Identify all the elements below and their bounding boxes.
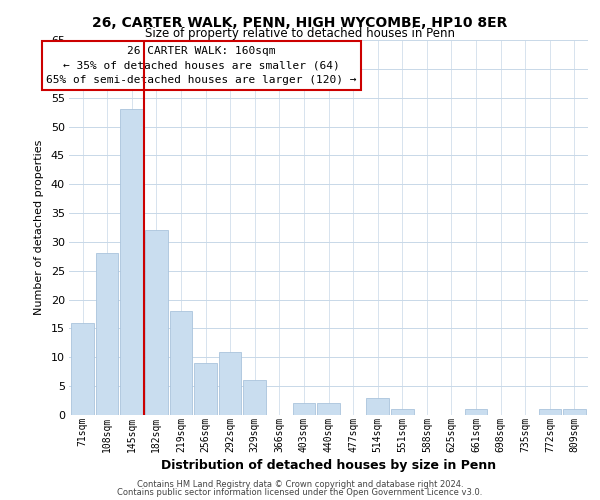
Bar [367, 398, 389, 415]
Bar [96, 254, 118, 415]
Bar [244, 380, 266, 415]
Bar [317, 404, 340, 415]
Bar [563, 409, 586, 415]
Bar [465, 409, 487, 415]
Bar [219, 352, 241, 415]
Text: 26, CARTER WALK, PENN, HIGH WYCOMBE, HP10 8ER: 26, CARTER WALK, PENN, HIGH WYCOMBE, HP1… [92, 16, 508, 30]
Text: Size of property relative to detached houses in Penn: Size of property relative to detached ho… [145, 28, 455, 40]
X-axis label: Distribution of detached houses by size in Penn: Distribution of detached houses by size … [161, 458, 496, 471]
Text: Contains HM Land Registry data © Crown copyright and database right 2024.: Contains HM Land Registry data © Crown c… [137, 480, 463, 489]
Y-axis label: Number of detached properties: Number of detached properties [34, 140, 44, 315]
Bar [194, 363, 217, 415]
Bar [391, 409, 413, 415]
Bar [293, 404, 315, 415]
Text: 26 CARTER WALK: 160sqm
← 35% of detached houses are smaller (64)
65% of semi-det: 26 CARTER WALK: 160sqm ← 35% of detached… [46, 46, 356, 85]
Bar [121, 109, 143, 415]
Bar [71, 322, 94, 415]
Text: Contains public sector information licensed under the Open Government Licence v3: Contains public sector information licen… [118, 488, 482, 497]
Bar [145, 230, 167, 415]
Bar [170, 311, 192, 415]
Bar [539, 409, 561, 415]
